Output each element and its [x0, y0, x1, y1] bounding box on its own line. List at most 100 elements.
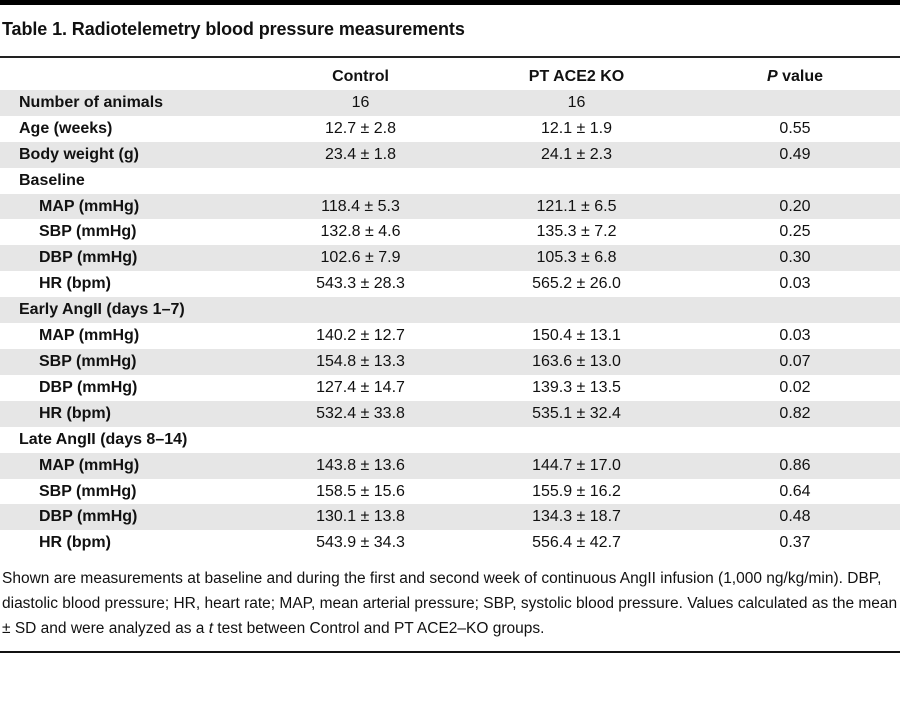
measurements-table: Control PT ACE2 KO P value Number of ani… [0, 64, 900, 556]
header-control: Control [332, 68, 389, 85]
cell-p-value [680, 89, 900, 116]
table-row: MAP (mmHg) 143.8 ± 13.6 144.7 ± 17.0 0.86 [0, 452, 900, 479]
table-row: SBP (mmHg) 154.8 ± 13.3 163.6 ± 13.0 0.07 [0, 348, 900, 375]
table-title: Table 1. Radiotelemetry blood pressure m… [2, 19, 465, 39]
cell-p-value: 0.20 [680, 193, 900, 220]
table-row: HR (bpm) 532.4 ± 33.8 535.1 ± 32.4 0.82 [0, 400, 900, 427]
cell-p-value: 0.02 [779, 378, 811, 396]
row-label: HR (bpm) [39, 534, 111, 552]
header-row: Control PT ACE2 KO P value [0, 64, 900, 90]
table-row: HR (bpm) 543.9 ± 34.3 556.4 ± 42.7 0.37 [0, 530, 900, 556]
cell-control: 158.5 ± 15.6 [316, 482, 405, 500]
cell-control: 543.9 ± 34.3 [316, 534, 405, 552]
cell-p-value [680, 427, 900, 453]
cell-p-value: 0.64 [779, 482, 811, 500]
cell-p-value: 0.30 [680, 245, 900, 272]
footnote-part2: test between Control and PT ACE2–KO grou… [213, 620, 545, 637]
row-label: DBP (mmHg) [0, 245, 248, 272]
row-label: MAP (mmHg) [39, 327, 140, 345]
cell-control: 12.7 ± 2.8 [324, 119, 397, 137]
header-ko: PT ACE2 KO [528, 68, 625, 85]
row-label: DBP (mmHg) [39, 378, 138, 396]
row-label: Early AngII (days 1–7) [0, 297, 248, 324]
row-label: HR (bpm) [39, 275, 111, 293]
header-p-italic: P [766, 68, 778, 85]
footnote-italic-t: t [208, 620, 213, 637]
table-body: Number of animals 16 16 Age (weeks) 12.7 ± 2… [0, 89, 900, 556]
cell-control: 127.4 ± 14.7 [316, 378, 405, 396]
cell-p-value: 0.03 [779, 275, 811, 293]
cell-control [248, 427, 473, 453]
row-label: HR (bpm) [0, 400, 248, 427]
row-label: Body weight (g) [0, 141, 248, 168]
cell-control: 16 [248, 89, 473, 116]
cell-p-value [680, 168, 900, 194]
row-label: MAP (mmHg) [0, 193, 248, 220]
cell-ko: 150.4 ± 13.1 [532, 327, 621, 345]
row-label: SBP (mmHg) [0, 348, 248, 375]
row-label: Baseline [19, 171, 85, 189]
bottom-rule [0, 651, 900, 653]
cell-p-value: 0.25 [779, 223, 811, 241]
table-row: Baseline [0, 168, 900, 194]
row-label: Number of animals [0, 89, 248, 116]
cell-ko [473, 168, 680, 194]
row-label: DBP (mmHg) [0, 504, 248, 531]
row-label: Late AngII (days 8–14) [19, 430, 188, 448]
table-row: Number of animals 16 16 [0, 89, 900, 116]
table-row: SBP (mmHg) 132.8 ± 4.6 135.3 ± 7.2 0.25 [0, 219, 900, 245]
cell-control: 154.8 ± 13.3 [248, 348, 473, 375]
cell-ko: 105.3 ± 6.8 [473, 245, 680, 272]
header-p-rest: value [777, 68, 824, 85]
cell-p-value: 0.48 [680, 504, 900, 531]
table-footnote: Shown are measurements at baseline and d… [2, 566, 898, 641]
cell-ko: 535.1 ± 32.4 [473, 400, 680, 427]
cell-ko: 12.1 ± 1.9 [540, 119, 613, 137]
cell-ko: 144.7 ± 17.0 [473, 452, 680, 479]
cell-ko: 163.6 ± 13.0 [473, 348, 680, 375]
table-row: HR (bpm) 543.3 ± 28.3 565.2 ± 26.0 0.03 [0, 271, 900, 297]
table-row: Body weight (g) 23.4 ± 1.8 24.1 ± 2.3 0.49 [0, 141, 900, 168]
cell-ko: 139.3 ± 13.5 [532, 378, 621, 396]
cell-p-value: 0.82 [680, 400, 900, 427]
cell-ko: 134.3 ± 18.7 [473, 504, 680, 531]
table-row: DBP (mmHg) 127.4 ± 14.7 139.3 ± 13.5 0.02 [0, 375, 900, 401]
cell-control: 23.4 ± 1.8 [248, 141, 473, 168]
cell-p-value [680, 297, 900, 324]
top-rule [0, 0, 900, 5]
table-row: DBP (mmHg) 102.6 ± 7.9 105.3 ± 6.8 0.30 [0, 245, 900, 272]
cell-control: 102.6 ± 7.9 [248, 245, 473, 272]
cell-p-value: 0.55 [779, 119, 811, 137]
cell-control: 143.8 ± 13.6 [248, 452, 473, 479]
cell-ko [473, 427, 680, 453]
table-row: Late AngII (days 8–14) [0, 427, 900, 453]
cell-control [248, 297, 473, 324]
cell-ko: 16 [473, 89, 680, 116]
header-empty [0, 64, 248, 90]
cell-control: 118.4 ± 5.3 [248, 193, 473, 220]
table-row: MAP (mmHg) 140.2 ± 12.7 150.4 ± 13.1 0.03 [0, 323, 900, 349]
table-row: Age (weeks) 12.7 ± 2.8 12.1 ± 1.9 0.55 [0, 116, 900, 142]
table-row: Early AngII (days 1–7) [0, 297, 900, 324]
cell-p-value: 0.86 [680, 452, 900, 479]
cell-control [248, 168, 473, 194]
row-label: MAP (mmHg) [0, 452, 248, 479]
cell-p-value: 0.37 [779, 534, 811, 552]
header-p-value: P value [680, 64, 900, 90]
cell-p-value: 0.03 [779, 327, 811, 345]
cell-control: 543.3 ± 28.3 [316, 275, 405, 293]
footnote-part1: Shown are measurements at baseline and d… [2, 570, 898, 637]
cell-ko: 121.1 ± 6.5 [473, 193, 680, 220]
table-row: DBP (mmHg) 130.1 ± 13.8 134.3 ± 18.7 0.48 [0, 504, 900, 531]
cell-ko [473, 297, 680, 324]
row-label: Age (weeks) [19, 119, 113, 137]
cell-p-value: 0.07 [680, 348, 900, 375]
row-label: SBP (mmHg) [39, 482, 137, 500]
cell-control: 532.4 ± 33.8 [248, 400, 473, 427]
table-row: MAP (mmHg) 118.4 ± 5.3 121.1 ± 6.5 0.20 [0, 193, 900, 220]
table-row: SBP (mmHg) 158.5 ± 15.6 155.9 ± 16.2 0.64 [0, 479, 900, 505]
cell-control: 132.8 ± 4.6 [320, 223, 401, 241]
cell-ko: 565.2 ± 26.0 [532, 275, 621, 293]
cell-p-value: 0.49 [680, 141, 900, 168]
cell-ko: 556.4 ± 42.7 [532, 534, 621, 552]
